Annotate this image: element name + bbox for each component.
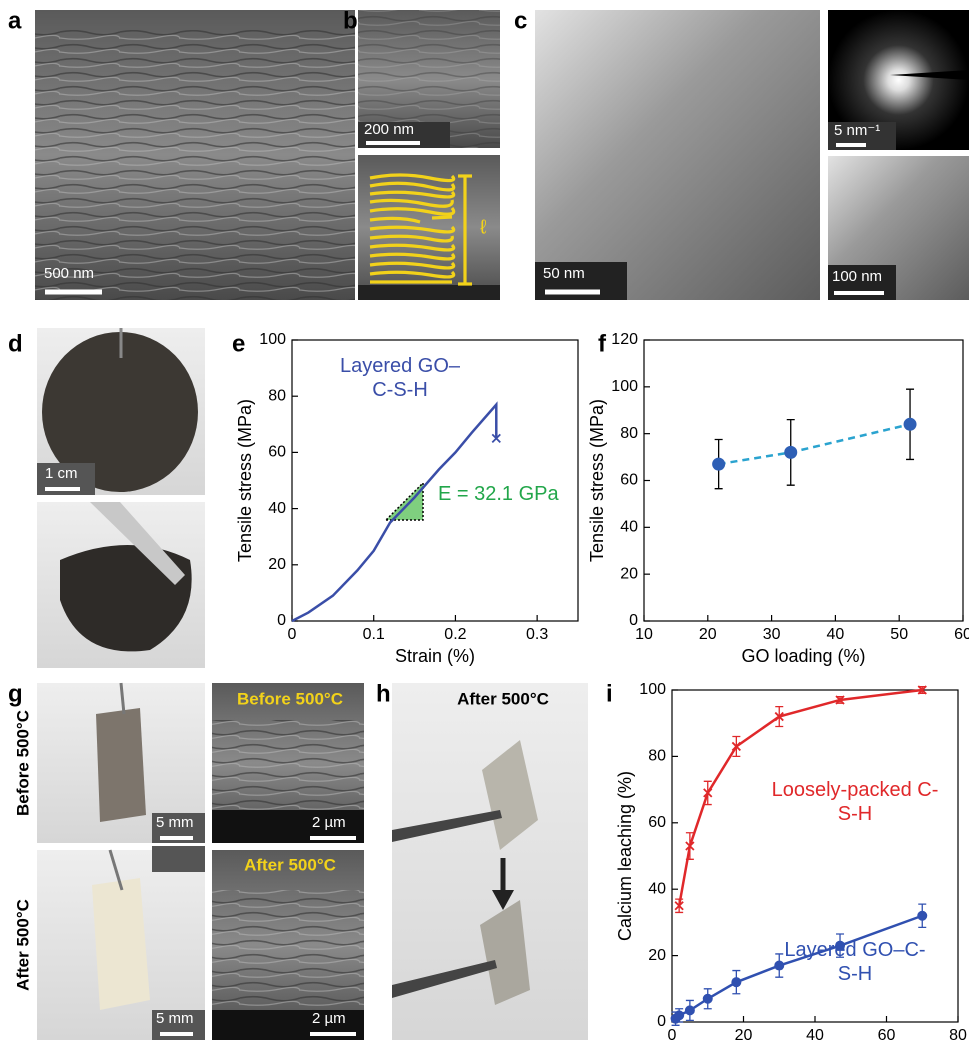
y-axis-label: Tensile stress (MPa)	[587, 399, 607, 562]
panel-letter: g	[8, 680, 23, 707]
scale-label: 5 nm⁻¹	[834, 122, 880, 139]
panel-letter: e	[232, 330, 245, 357]
scale-label: 2 µm	[312, 1010, 346, 1027]
panel-letter: i	[606, 680, 613, 707]
scale-label: 5 mm	[156, 1010, 194, 1027]
marker	[685, 1005, 695, 1015]
panel-letter: a	[8, 7, 22, 34]
y-tick-label: 100	[259, 331, 286, 348]
sem-label: Before 500°C	[237, 689, 343, 708]
y-tick-label: 0	[657, 1013, 666, 1030]
marker	[784, 446, 797, 459]
panel-letter: d	[8, 330, 23, 357]
x-tick-label: 60	[954, 626, 969, 643]
panel-letter: b	[343, 7, 358, 34]
sem-label: After 500°C	[244, 855, 336, 874]
scale-label: 1 cm	[45, 465, 78, 482]
y-tick-label: 100	[611, 378, 638, 395]
length-symbol: ℓ	[480, 216, 487, 238]
scale-label: 500 nm	[44, 265, 94, 282]
x-axis-label: GO loading (%)	[741, 646, 865, 666]
series-label: Layered GO–C-S-H	[780, 938, 930, 986]
row-label: After 500°C	[13, 899, 32, 991]
y-tick-label: 80	[268, 387, 286, 404]
y-tick-label: 60	[648, 814, 666, 831]
y-tick-label: 20	[648, 947, 666, 964]
y-tick-label: 80	[648, 748, 666, 765]
panel-letter: h	[376, 680, 391, 707]
marker	[703, 994, 713, 1004]
x-tick-label: 40	[827, 626, 845, 643]
panel-letter: c	[514, 7, 527, 34]
marker	[731, 977, 741, 987]
y-tick-label: 60	[268, 444, 286, 461]
figure: a 500 nm b 200 nm ℓ c 50 nm 5 nm⁻¹	[0, 0, 969, 1044]
scale-label: 200 nm	[364, 121, 414, 138]
scale-label: 50 nm	[543, 265, 585, 282]
row-label: Before 500°C	[13, 710, 32, 816]
photo	[392, 683, 588, 1040]
y-axis-label: Tensile stress (MPa)	[235, 399, 255, 562]
marker	[917, 911, 927, 921]
series-label: Loosely-packed C-S-H	[770, 778, 940, 826]
figure-canvas: a 500 nm b 200 nm ℓ c 50 nm 5 nm⁻¹	[0, 0, 969, 1044]
scale-label: 100 nm	[832, 268, 882, 285]
x-tick-label: 0	[288, 626, 297, 643]
x-tick-label: 0.1	[363, 626, 385, 643]
series-line	[719, 424, 910, 464]
y-axis-label: Calcium leaching (%)	[615, 771, 635, 941]
x-tick-label: 0.2	[444, 626, 466, 643]
y-tick-label: 60	[620, 472, 638, 489]
marker	[674, 1010, 684, 1020]
x-axis-label: Strain (%)	[395, 646, 475, 666]
photo	[37, 328, 205, 668]
y-tick-label: 120	[611, 331, 638, 348]
y-tick-label: 100	[639, 681, 666, 698]
x-tick-label: 0.3	[526, 626, 548, 643]
y-tick-label: 80	[620, 425, 638, 442]
series-label: Layered GO–C-S-H	[330, 354, 470, 402]
x-tick-label: 20	[699, 626, 717, 643]
plot-frame	[644, 340, 963, 621]
scale-label: 2 µm	[312, 814, 346, 831]
annotation: E = 32.1 GPa	[438, 482, 578, 506]
y-tick-label: 20	[620, 565, 638, 582]
x-tick-label: 50	[890, 626, 908, 643]
y-tick-label: 40	[268, 500, 286, 517]
photo-caption: After 500°C	[457, 689, 549, 708]
scale-label: 5 mm	[156, 814, 194, 831]
y-tick-label: 0	[629, 612, 638, 629]
y-tick-label: 40	[620, 519, 638, 536]
x-tick-label: 60	[878, 1027, 896, 1044]
x-tick-label: 20	[735, 1027, 753, 1044]
marker	[712, 458, 725, 471]
x-tick-label: 80	[949, 1027, 967, 1044]
y-tick-label: 40	[648, 880, 666, 897]
panel-letter: f	[598, 330, 607, 357]
modulus-triangle	[386, 483, 423, 520]
y-tick-label: 20	[268, 556, 286, 573]
marker	[904, 418, 917, 431]
x-tick-label: 30	[763, 626, 781, 643]
y-tick-label: 0	[277, 612, 286, 629]
scale-box	[152, 846, 205, 872]
sem-image	[35, 10, 355, 300]
tem-image	[535, 10, 969, 300]
x-tick-label: 40	[806, 1027, 824, 1044]
x-tick-label: 0	[668, 1027, 677, 1044]
